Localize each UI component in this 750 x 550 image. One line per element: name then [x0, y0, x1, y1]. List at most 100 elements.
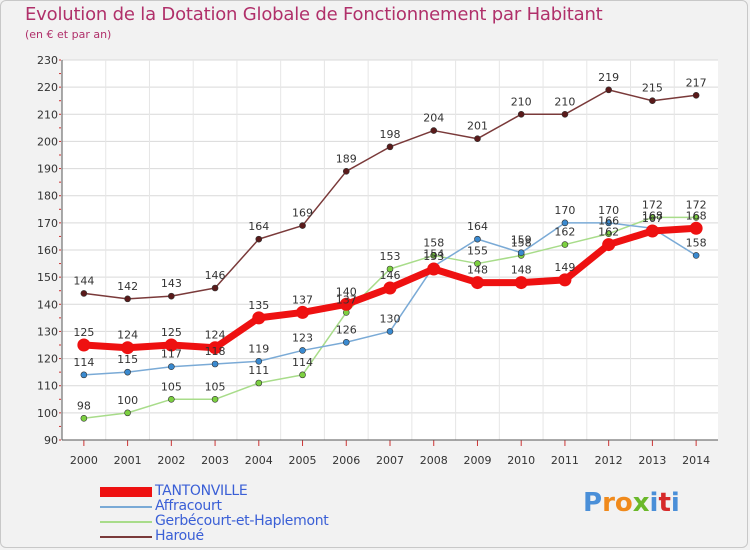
data-label: 198	[380, 128, 401, 141]
data-point	[121, 341, 135, 355]
data-label: 125	[73, 326, 94, 339]
data-label: 219	[598, 71, 619, 84]
data-label: 210	[511, 95, 532, 108]
data-label: 172	[686, 198, 707, 211]
x-tick-label: 2005	[289, 454, 317, 467]
data-point	[255, 379, 263, 387]
logo-letter: i	[649, 488, 659, 518]
data-point	[602, 238, 616, 252]
data-point	[124, 409, 131, 417]
y-tick-label: 100	[37, 407, 58, 420]
data-point	[430, 127, 438, 134]
data-point	[514, 276, 528, 290]
data-point	[649, 214, 656, 221]
y-tick-label: 230	[37, 54, 58, 67]
data-point	[470, 276, 484, 290]
legend-swatch-gerbecourt	[100, 521, 152, 523]
x-tick-label: 2014	[682, 454, 710, 467]
data-point	[430, 252, 438, 259]
logo-letter: r	[602, 488, 615, 518]
data-point	[474, 260, 481, 267]
data-label: 210	[554, 95, 575, 108]
y-tick-label: 180	[37, 190, 58, 203]
data-label: 119	[248, 342, 269, 355]
data-label: 167	[642, 212, 663, 225]
data-label: 105	[205, 380, 226, 393]
data-point	[164, 338, 178, 352]
x-tick-label: 2007	[376, 454, 404, 467]
data-label: 98	[77, 399, 91, 412]
data-point	[605, 219, 612, 227]
logo-letter: o	[614, 488, 633, 518]
y-tick-label: 110	[37, 380, 58, 393]
data-point	[517, 110, 525, 118]
data-label: 105	[161, 380, 182, 393]
data-point	[689, 221, 703, 235]
y-tick-label: 120	[37, 353, 58, 366]
data-label: 115	[117, 353, 138, 366]
logo-letter: P	[583, 488, 603, 518]
data-point	[558, 273, 572, 287]
data-point	[649, 97, 656, 105]
y-tick-label: 130	[37, 325, 58, 338]
data-label: 153	[423, 250, 444, 263]
chart-subtitle: (en € et par an)	[25, 28, 112, 41]
logo-letter: t	[658, 488, 671, 518]
x-tick-label: 2006	[332, 454, 360, 467]
y-tick-label: 160	[37, 244, 58, 257]
data-label: 172	[642, 198, 663, 211]
data-point	[383, 281, 397, 295]
data-point	[386, 265, 394, 273]
data-point	[692, 252, 700, 259]
data-point	[255, 235, 263, 243]
logo-letter: i	[670, 488, 680, 518]
y-tick-label: 190	[37, 163, 58, 176]
data-label: 148	[467, 264, 488, 277]
x-tick-label: 2002	[157, 454, 185, 467]
data-point	[386, 328, 394, 335]
data-point	[168, 292, 175, 300]
data-point	[80, 414, 88, 422]
data-point	[211, 284, 219, 292]
data-label: 154	[423, 247, 444, 260]
data-point	[561, 241, 569, 248]
chart-title: Evolution de la Dotation Globale de Fonc…	[25, 4, 603, 25]
data-label: 159	[511, 234, 532, 247]
data-point	[124, 295, 131, 303]
data-point	[605, 86, 612, 94]
data-label: 189	[336, 152, 357, 165]
legend-label-haroue: Haroué	[155, 528, 204, 544]
logo-letter: x	[632, 488, 650, 518]
data-label: 158	[423, 236, 444, 249]
data-point	[342, 338, 350, 346]
y-tick-label: 140	[37, 298, 58, 311]
data-point	[692, 91, 700, 99]
data-label: 166	[598, 215, 619, 228]
data-label: 114	[73, 356, 94, 369]
data-label: 149	[554, 261, 575, 274]
x-tick-label: 2001	[114, 454, 142, 467]
data-point	[208, 341, 222, 355]
y-tick-label: 200	[37, 135, 58, 148]
data-label: 146	[205, 269, 226, 282]
legend-swatch-tantonville	[100, 487, 152, 497]
data-point	[80, 290, 88, 297]
data-label: 204	[423, 112, 444, 125]
data-point	[339, 297, 353, 311]
data-point	[386, 143, 394, 151]
proxiti-logo: Proxiti	[583, 488, 680, 518]
data-label: 124	[205, 329, 226, 342]
data-point	[211, 395, 219, 403]
x-tick-label: 2009	[463, 454, 491, 467]
data-point	[168, 363, 175, 371]
data-point	[474, 135, 481, 143]
data-label: 140	[336, 285, 357, 298]
legend-label-tantonville: TANTONVILLE	[155, 483, 248, 499]
y-tick-label: 210	[37, 108, 58, 121]
data-label: 170	[554, 204, 575, 217]
data-label: 162	[554, 226, 575, 239]
data-point	[561, 219, 569, 227]
data-label: 148	[511, 264, 532, 277]
data-label: 118	[205, 345, 226, 358]
data-point	[77, 338, 91, 352]
